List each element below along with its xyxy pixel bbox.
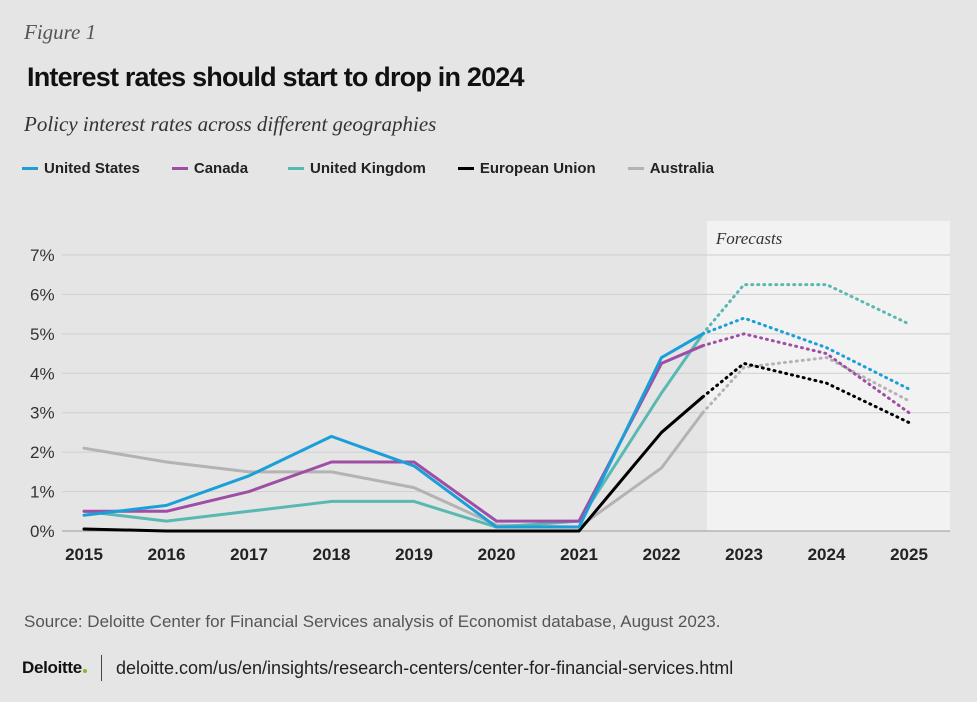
- forecast-region: [706, 221, 950, 531]
- footer-url: deloitte.com/us/en/insights/research-cen…: [115, 657, 734, 678]
- legend-item-united-kingdom: United Kingdom: [288, 160, 426, 177]
- x-tick-label: 2015: [65, 545, 103, 564]
- x-tick-label: 2022: [643, 545, 681, 564]
- y-tick-label: 1%: [30, 483, 55, 502]
- x-tick-label: 2016: [148, 545, 186, 564]
- y-tick-label: 7%: [30, 246, 55, 265]
- series-forecast-european-union: [701, 361, 911, 425]
- legend-swatch: [22, 167, 38, 170]
- figure-label: Figure 1: [24, 20, 97, 44]
- legend-label: Australia: [649, 160, 714, 177]
- legend-swatch: [288, 167, 305, 170]
- line-chart: Forecasts 0% 1% 2% 3% 4% 5% 6% 7% 2015 2016 2017 201…: [30, 221, 950, 564]
- y-tick-label: 4%: [30, 364, 55, 383]
- forecast-label: Forecasts: [715, 229, 783, 248]
- y-tick-label: 5%: [30, 325, 55, 344]
- legend-swatch: [171, 167, 188, 170]
- x-tick-label: 2019: [395, 545, 433, 564]
- x-tick-label: 2020: [478, 545, 516, 564]
- legend-label: European Union: [479, 160, 596, 177]
- x-tick-label: 2017: [230, 545, 268, 564]
- y-tick-label: 0%: [30, 522, 55, 541]
- chart-title: Interest rates should start to drop in 2…: [27, 62, 525, 92]
- series-line-united-states: [82, 332, 705, 529]
- x-tick-label: 2025: [890, 545, 928, 564]
- legend-label: United Kingdom: [310, 160, 426, 177]
- legend-item-australia: Australia: [627, 160, 714, 177]
- x-tick-label: 2021: [560, 545, 598, 564]
- series-line-european-union: [82, 395, 705, 533]
- source-note: Source: Deloitte Center for Financial Se…: [24, 612, 721, 631]
- chart-legend: United States Canada United Kingdom Euro…: [22, 160, 746, 177]
- legend-swatch: [457, 167, 474, 170]
- footer: Deloitte deloitte.com/us/en/insights/res…: [22, 655, 733, 681]
- legend-item-european-union: European Union: [457, 160, 596, 177]
- footer-divider: [100, 655, 102, 681]
- y-tick-label: 6%: [30, 285, 55, 304]
- legend-item-canada: Canada: [171, 160, 249, 177]
- y-tick-label: 2%: [30, 443, 55, 462]
- series-line-united-kingdom: [82, 332, 705, 529]
- series-line-australia: [82, 411, 705, 529]
- x-tick-label: 2023: [725, 545, 763, 564]
- legend-label: United States: [44, 160, 140, 177]
- series-forecast-australia: [701, 355, 911, 415]
- legend-label: Canada: [193, 160, 249, 177]
- series-forecast-canada: [701, 332, 911, 415]
- chart-subtitle: Policy interest rates across different g…: [24, 112, 437, 136]
- series-forecast-united-kingdom: [701, 283, 911, 336]
- x-tick-label: 2018: [313, 545, 351, 564]
- deloitte-logo: Deloitte: [22, 658, 87, 678]
- legend-item-united-states: United States: [22, 160, 140, 177]
- y-tick-label: 3%: [30, 404, 55, 423]
- legend-swatch: [627, 167, 644, 170]
- x-tick-label: 2024: [808, 545, 846, 564]
